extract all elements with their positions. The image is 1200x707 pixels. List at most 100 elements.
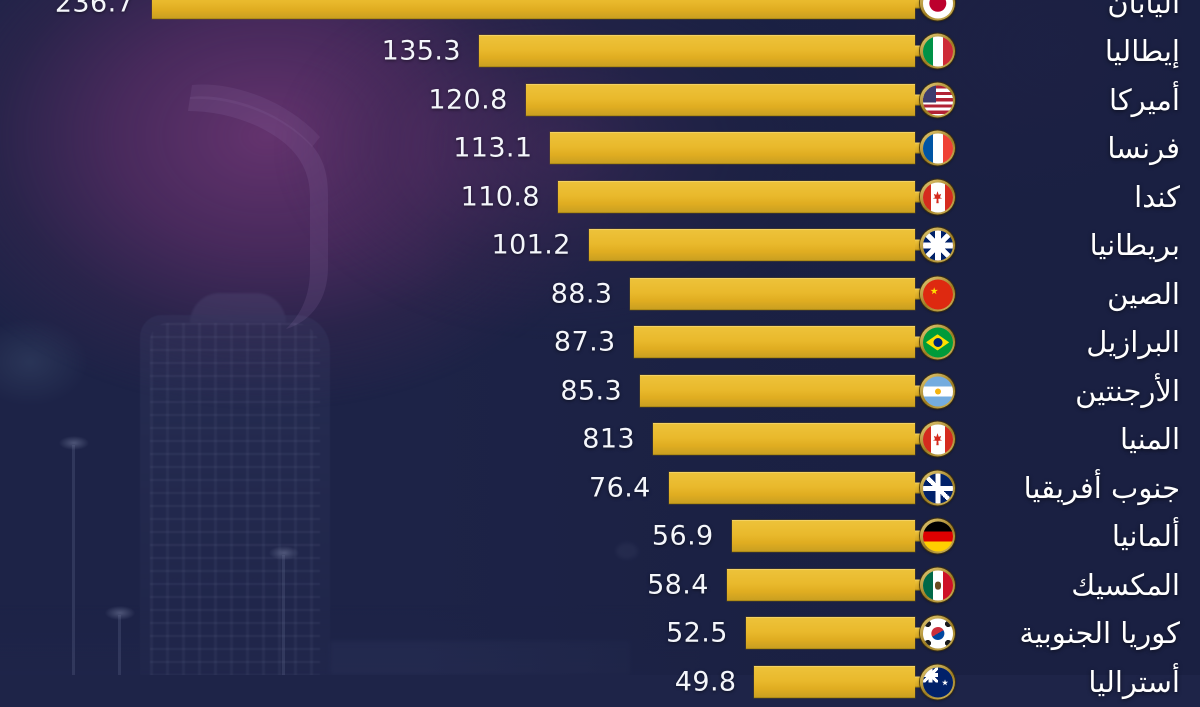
value-bar [525,84,915,117]
bar-value-label: 87.3 [553,326,616,358]
jp-flag-icon [920,0,955,21]
value-bar [731,520,915,553]
country-label: جنوب أفريقيا [1023,471,1180,506]
flag-graphic [922,133,953,164]
value-bar [478,35,915,68]
flag-graphic [922,0,953,19]
flag-disc [922,133,953,164]
flag-disc [922,618,953,649]
value-bar [652,423,915,456]
value-bar [550,132,915,165]
flag-disc [922,85,953,116]
it-flag-icon [920,33,955,69]
bar-value-label: 85.3 [560,375,623,407]
flag-disc [922,182,953,213]
bar-value-label: 101.2 [491,229,571,261]
chart-row: 76.4 جنوب أفريقيا [0,464,1200,513]
chart-row: 87.3 البرازيل [0,318,1200,367]
chart-row: 110.8 كندا [0,173,1200,222]
country-label: الصين [1107,277,1180,312]
flag-graphic [922,85,953,116]
bar-value-label: 110.8 [460,181,540,213]
bar-value-label: 88.3 [550,278,613,310]
country-label: الأرجنتين [1075,374,1180,409]
country-label: اليابان [1107,0,1180,21]
value-bar [640,375,915,408]
chart-row: 101.2 بريطانيا [0,221,1200,270]
flag-disc [922,473,953,504]
flag-disc [922,570,953,601]
country-label: فرنسا [1107,131,1180,166]
flag-graphic [922,36,953,67]
flag-disc [922,230,953,261]
light-glow [0,317,90,407]
gb-flag-icon [920,227,955,263]
bar-value-label: 113.1 [453,132,533,164]
de-flag-icon [920,518,955,554]
ar-flag-icon [920,373,955,409]
bar-value-label: 236.7 [54,0,135,19]
kr-flag-icon [920,615,955,651]
ca-flag-icon [920,179,955,215]
country-label: المنيا [1120,422,1180,457]
flag-disc [922,327,953,358]
value-bar [557,181,915,214]
bar-value-label: 135.3 [381,35,461,67]
flag-graphic [922,473,953,504]
flag-disc [922,376,953,407]
chart-row: 813 المنيا [0,415,1200,464]
value-bar [152,0,915,20]
ca-flag-icon [920,421,955,457]
country-label: المكسيك [1071,568,1180,603]
country-label: كندا [1134,180,1180,215]
skyscraper [140,315,330,675]
chart-row: 85.3 الأرجنتين [0,367,1200,416]
flag-disc [922,0,953,19]
us-flag-icon [920,82,955,118]
chart-row: 113.1 فرنسا [0,124,1200,173]
flag-graphic [922,230,953,261]
bar-value-label: 76.4 [589,472,651,504]
country-label: كوريا الجنوبية [1019,616,1180,651]
country-label: أستراليا [1088,665,1180,700]
flag-graphic [922,279,953,310]
chart-row: 52.5 كوريا الجنوبية [0,609,1200,658]
bar-value-label: 56.9 [651,520,714,552]
za-flag-icon [920,470,955,506]
chart-row: 236.7 اليابان [0,0,1200,28]
street-lamp [105,606,135,675]
country-label: بريطانيا [1089,228,1180,263]
street-lamp [269,546,299,675]
flag-disc [922,279,953,310]
flag-graphic [922,667,953,698]
flag-graphic [922,521,953,552]
fr-flag-icon [920,130,955,166]
au-flag-icon [920,664,955,700]
br-flag-icon [920,324,955,360]
country-label: ألمانيا [1111,519,1180,554]
chart-row: 49.8 أستراليا [0,658,1200,707]
chart-row: 56.9 ألمانيا [0,512,1200,561]
chart-row: 135.3 إيطاليا [0,27,1200,76]
value-bar [754,666,915,699]
value-bar [745,617,915,650]
cn-flag-icon [920,276,955,312]
flag-graphic [922,570,953,601]
country-label: إيطاليا [1104,34,1180,69]
chart-row: 88.3 الصين [0,270,1200,319]
tower-crown [190,293,286,323]
value-bar [630,278,915,311]
chart-row: 58.4 المكسيك [0,561,1200,610]
bar-value-label: 52.5 [666,617,728,649]
country-label: البرازيل [1086,325,1180,360]
bar-value-label: 58.4 [647,569,709,601]
value-bar [588,229,915,262]
flag-graphic [922,182,953,213]
mx-flag-icon [920,567,955,603]
flag-disc [922,424,953,455]
bar-chart: 236.7 اليابان 135.3 إيطاليا 120.8 أميركا 113.1… [0,0,1200,675]
bar-value-label: 120.8 [428,84,508,116]
bar-value-label: 813 [582,423,635,455]
chart-row: 120.8 أميركا [0,76,1200,125]
value-bar [633,326,915,359]
